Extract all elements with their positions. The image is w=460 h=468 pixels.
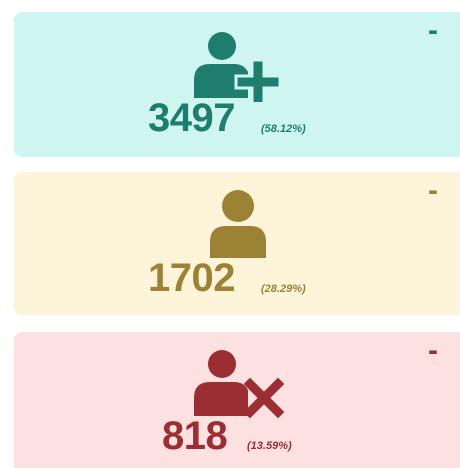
user-plus-icon bbox=[194, 32, 282, 102]
card-new: - 3497 (58.12%) bbox=[14, 12, 460, 157]
count: 3497 bbox=[148, 96, 235, 140]
card-removed: - 818 (13.59%) bbox=[14, 332, 460, 468]
user-remove-icon bbox=[194, 350, 285, 419]
percentage: (13.59%) bbox=[247, 440, 292, 452]
count: 1702 bbox=[148, 256, 235, 300]
count: 818 bbox=[162, 414, 228, 458]
collapse-toggle[interactable]: - bbox=[428, 334, 438, 367]
user-icon bbox=[210, 190, 266, 258]
collapse-toggle[interactable]: - bbox=[428, 174, 438, 207]
percentage: (58.12%) bbox=[261, 123, 306, 135]
percentage: (28.29%) bbox=[261, 283, 306, 295]
collapse-toggle[interactable]: - bbox=[428, 14, 438, 47]
card-active: - 1702 (28.29%) bbox=[14, 172, 460, 315]
